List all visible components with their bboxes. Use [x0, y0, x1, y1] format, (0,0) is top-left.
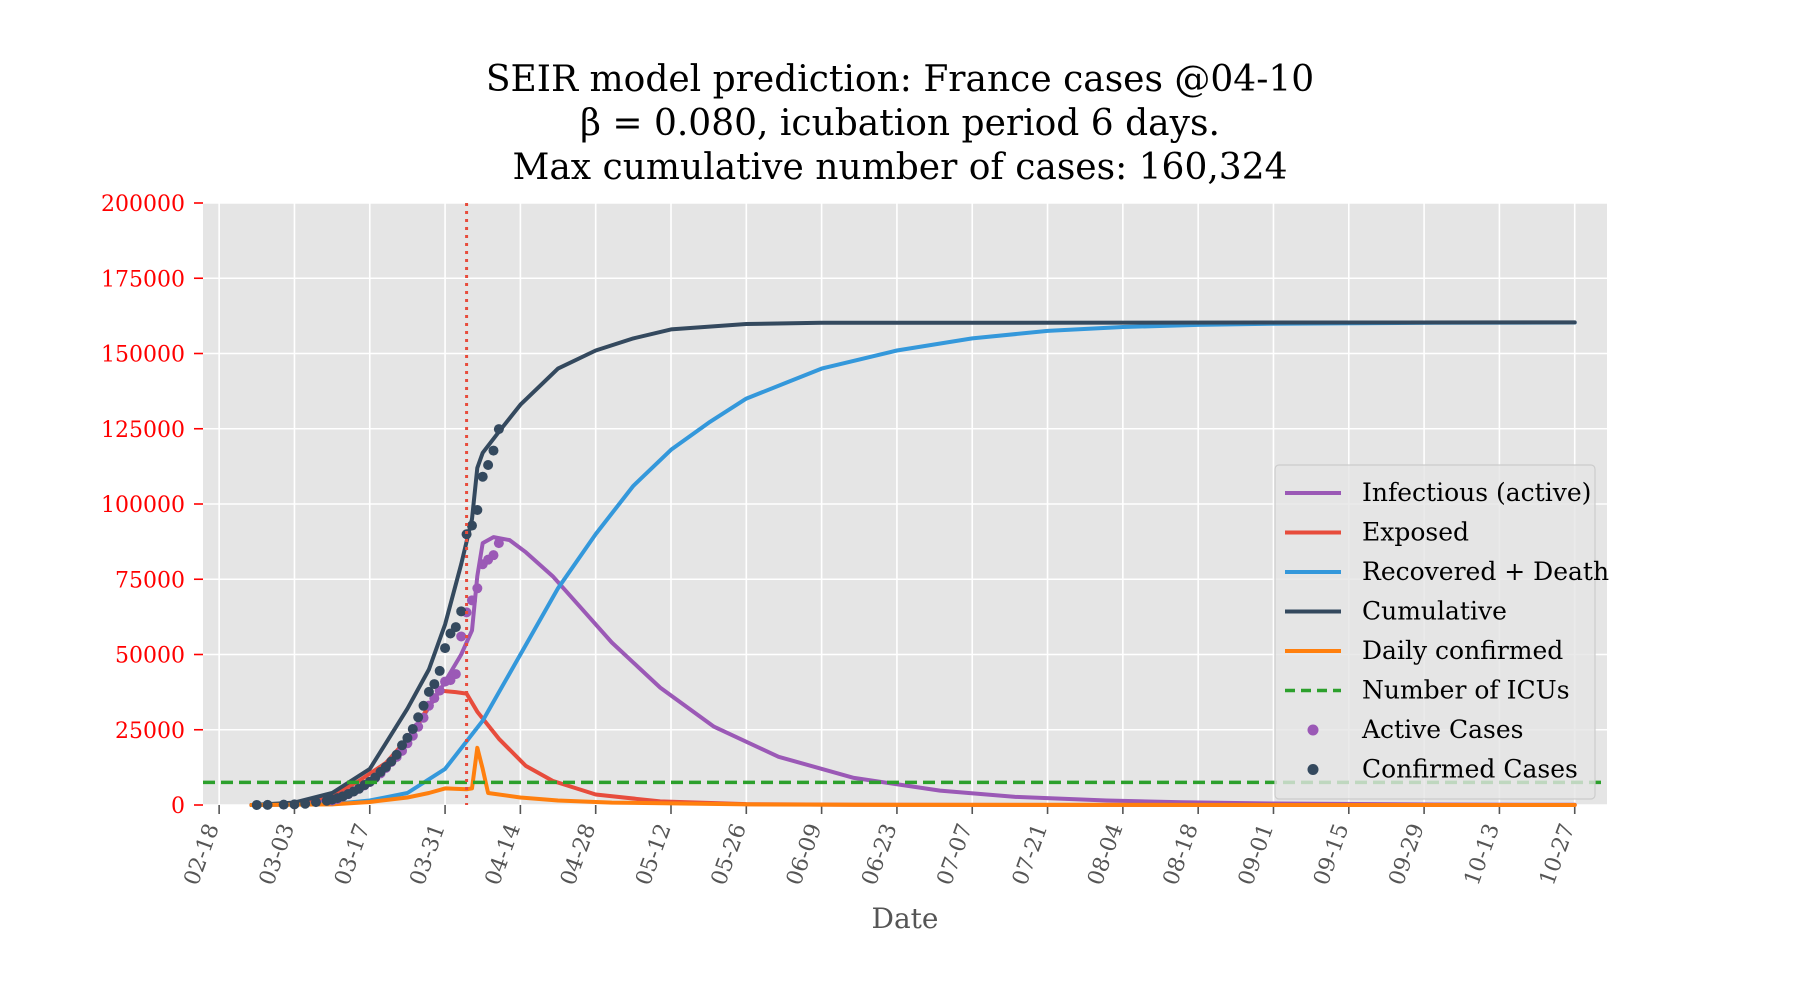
x-tick-label: 07-21 [1008, 821, 1053, 889]
point-confirmed-cases [402, 732, 413, 743]
point-confirmed-cases [418, 700, 429, 711]
point-confirmed-cases [461, 529, 472, 540]
x-tick-label: 06-09 [782, 821, 827, 889]
y-axis: 0 25000 50000 75000 100000 125000 150000 175000… [101, 192, 203, 819]
chart-title-line-3: Max cumulative number of cases: 160,324 [512, 147, 1288, 188]
x-tick-label: 10-27 [1535, 821, 1580, 889]
legend-swatch [1307, 724, 1319, 736]
x-tick-label: 04-28 [556, 821, 601, 889]
x-axis-label: Date [872, 902, 939, 935]
point-confirmed-cases [251, 799, 262, 810]
x-tick-label: 07-07 [933, 821, 978, 889]
series-line-daily-confirmed [249, 745, 1577, 807]
y-tick-label: 125000 [101, 418, 185, 443]
y-tick-label: 100000 [101, 493, 185, 518]
y-tick-label: 175000 [101, 267, 185, 292]
point-active-cases [456, 631, 467, 642]
point-confirmed-cases [429, 679, 440, 690]
legend-label: Number of ICUs [1362, 676, 1570, 705]
point-active-cases [493, 538, 504, 549]
point-confirmed-cases [278, 799, 289, 810]
point-confirmed-cases [456, 606, 467, 617]
legend-label: Infectious (active) [1362, 478, 1591, 507]
y-tick-label: 25000 [115, 719, 185, 744]
chart-title-line-2: β = 0.080, icubation period 6 days. [580, 103, 1220, 144]
points-layer [251, 424, 504, 810]
legend-label: Exposed [1362, 518, 1469, 547]
y-tick-label: 50000 [115, 644, 185, 669]
x-tick-label: 02-18 [180, 821, 225, 889]
point-confirmed-cases [407, 724, 418, 735]
point-confirmed-cases [440, 643, 451, 654]
chart-title-line-1: SEIR model prediction: France cases @04-… [485, 59, 1315, 100]
legend-label: Confirmed Cases [1362, 755, 1578, 784]
y-tick-label: 0 [171, 794, 185, 819]
point-confirmed-cases [391, 749, 402, 760]
point-confirmed-cases [423, 686, 434, 697]
x-tick-label: 09-15 [1309, 821, 1354, 889]
point-confirmed-cases [472, 504, 483, 515]
point-confirmed-cases [450, 622, 461, 633]
x-tick-label: 04-14 [481, 821, 526, 889]
legend-label: Recovered + Death [1362, 557, 1609, 586]
x-tick-label: 08-18 [1159, 821, 1204, 889]
point-confirmed-cases [300, 798, 311, 809]
point-confirmed-cases [413, 712, 424, 723]
series-line-cumulative [249, 320, 1577, 807]
y-tick-label: 75000 [115, 568, 185, 593]
point-active-cases [466, 595, 477, 606]
point-confirmed-cases [310, 797, 321, 808]
point-confirmed-cases [386, 756, 397, 767]
x-axis: 02-18 03-03 03-17 03-31 04-14 04-28 05-12 05-26… [180, 805, 1580, 889]
point-confirmed-cases [289, 799, 300, 810]
point-confirmed-cases [434, 665, 445, 676]
point-active-cases [450, 669, 461, 680]
x-tick-label: 05-26 [707, 821, 752, 889]
legend-label: Daily confirmed [1362, 636, 1563, 665]
x-tick-label: 08-04 [1083, 821, 1128, 889]
point-confirmed-cases [262, 799, 273, 810]
legend-label: Cumulative [1362, 597, 1507, 626]
point-confirmed-cases [488, 445, 499, 456]
x-tick-label: 03-03 [255, 821, 300, 889]
x-tick-label: 03-17 [330, 821, 375, 889]
legend-swatch [1307, 764, 1319, 775]
x-tick-label: 09-29 [1385, 821, 1430, 889]
x-tick-label: 05-12 [631, 821, 676, 889]
x-tick-label: 06-23 [857, 821, 902, 889]
point-confirmed-cases [477, 471, 488, 482]
legend-box [1274, 464, 1596, 800]
x-tick-label: 09-01 [1234, 821, 1279, 889]
legend-label: Active Cases [1361, 715, 1523, 744]
point-active-cases [472, 583, 483, 594]
y-tick-label: 150000 [101, 343, 185, 368]
point-active-cases [488, 550, 499, 561]
y-tick-label: 200000 [101, 192, 185, 217]
legend: Infectious (active) Exposed Recovered + De… [1274, 464, 1609, 800]
x-tick-label: 03-31 [406, 821, 451, 889]
point-confirmed-cases [466, 520, 477, 531]
point-confirmed-cases [483, 460, 494, 471]
point-confirmed-cases [397, 740, 408, 751]
x-tick-label: 10-13 [1460, 821, 1505, 889]
point-confirmed-cases [493, 424, 504, 435]
